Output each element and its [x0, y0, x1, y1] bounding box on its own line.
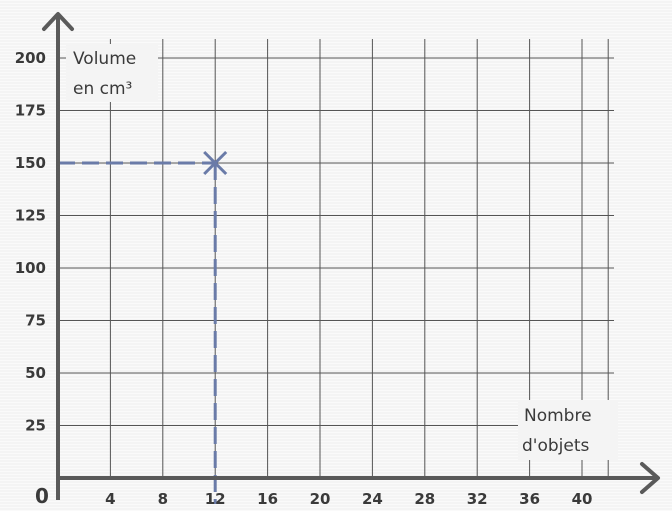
x-tick-label: 36	[519, 490, 540, 508]
x-tick-label: 28	[414, 490, 435, 508]
y-tick-label: 175	[15, 102, 46, 120]
axes	[42, 12, 660, 500]
x-axis-label-background	[518, 400, 618, 460]
y-tick-label: 25	[25, 417, 46, 435]
x-tick-label: 20	[310, 490, 331, 508]
y-tick-label: 100	[15, 259, 46, 277]
x-tick-label: 16	[257, 490, 278, 508]
y-tick-label: 50	[25, 364, 46, 382]
x-tick-label: 12	[205, 490, 226, 508]
x-axis-arrow	[640, 462, 660, 494]
tick-labels: 4 8 12 16 20 24 28 32 36 40 25 50 75 100 125 150 175 200 0	[15, 49, 593, 508]
x-axis-label-line2: d'objets	[522, 436, 590, 456]
x-tick-label: 32	[467, 490, 488, 508]
x-tick-label: 4	[105, 490, 115, 508]
guide-lines	[58, 161, 217, 504]
grid	[58, 39, 614, 478]
y-tick-label: 75	[25, 312, 46, 330]
y-tick-label: 200	[15, 49, 46, 67]
origin-label: 0	[35, 484, 49, 508]
x-axis-label-line1: Nombre	[524, 406, 592, 426]
y-axis-label-line1: Volume	[73, 49, 136, 69]
axis-labels: Volume en cm³ Nombre d'objets	[66, 44, 618, 460]
y-axis-label-background	[66, 44, 158, 102]
x-tick-label: 8	[158, 490, 168, 508]
y-axis-arrow	[42, 12, 74, 31]
y-axis-label-line2: en cm³	[73, 79, 132, 99]
data-point-cross	[203, 150, 228, 176]
y-tick-label: 150	[15, 154, 46, 172]
y-tick-label: 125	[15, 207, 46, 225]
data-points	[203, 150, 228, 176]
x-tick-label: 40	[572, 490, 593, 508]
x-tick-label: 24	[362, 490, 383, 508]
